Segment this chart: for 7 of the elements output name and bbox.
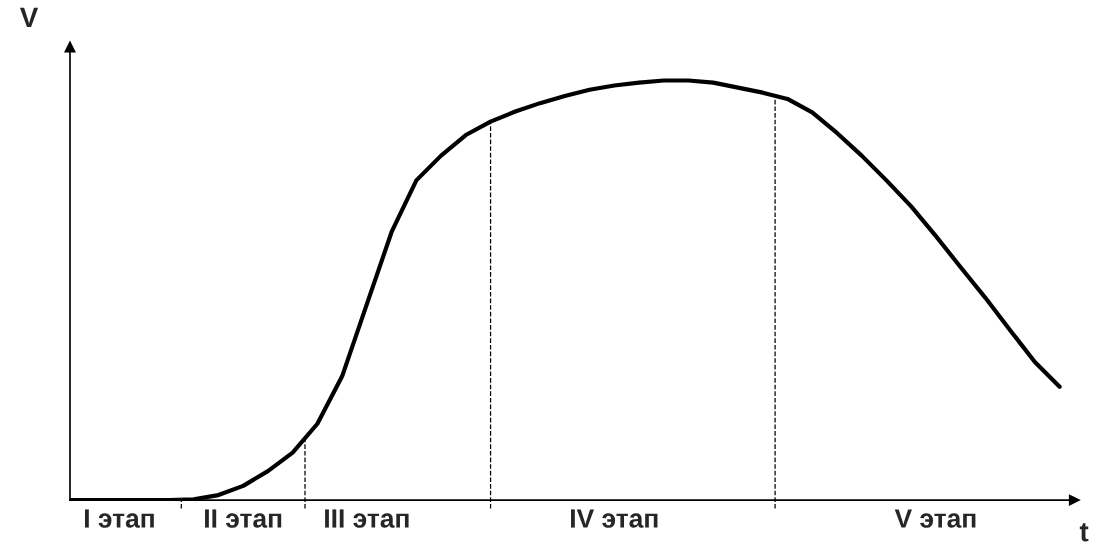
x-tick-label: II этап xyxy=(205,509,282,528)
x-tick-label: V этап xyxy=(894,509,976,528)
x-tick-label: IV этап xyxy=(571,509,658,528)
y-axis-title: V xyxy=(19,7,39,27)
x-tick-label: I этап xyxy=(85,509,154,528)
x-tick-label: III этап xyxy=(325,509,409,528)
x-axis-title: t xyxy=(1079,523,1089,542)
